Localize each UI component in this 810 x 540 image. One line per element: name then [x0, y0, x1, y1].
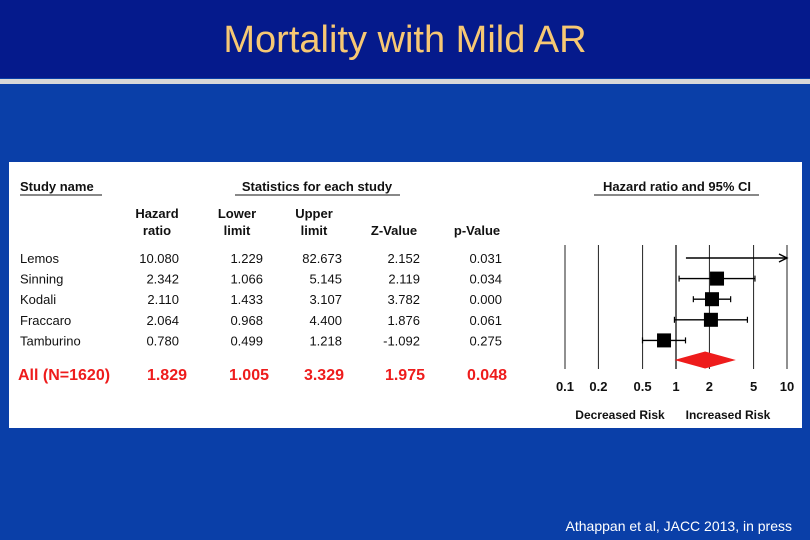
cell-lower: 0.968	[230, 313, 263, 328]
cell-upper: 82.673	[302, 251, 342, 266]
forest-plot-panel: Study name Statistics for each study Haz…	[9, 162, 802, 428]
hr-point	[710, 271, 725, 286]
header-lower-limit: limit	[224, 223, 251, 238]
x-tick-label: 5	[750, 379, 757, 394]
cell-z: 1.876	[387, 313, 420, 328]
study-name: Tamburino	[20, 333, 81, 348]
cell-upper: 4.400	[309, 313, 342, 328]
cell-hr: 10.080	[139, 251, 179, 266]
x-tick-label: 1	[672, 379, 679, 394]
cell-upper: 5.145	[309, 272, 342, 287]
cell-upper: 1.218	[309, 333, 342, 348]
header-upper-limit: limit	[301, 223, 328, 238]
cell-z: 3.782	[387, 292, 420, 307]
increased-risk-label: Increased Risk	[686, 408, 771, 422]
header-p-value: p-Value	[454, 223, 500, 238]
hr-point	[657, 333, 672, 348]
cell-p: 0.031	[469, 251, 502, 266]
ci-arrow	[778, 253, 789, 263]
header-upper: Upper	[295, 206, 333, 221]
cell-hr: 0.780	[146, 333, 179, 348]
cell-z: 2.152	[387, 251, 420, 266]
cell-p: 0.034	[469, 272, 502, 287]
summary-p: 0.048	[467, 367, 507, 384]
cell-hr: 2.064	[146, 313, 179, 328]
study-name: Lemos	[20, 251, 60, 266]
header-ratio: ratio	[143, 223, 171, 238]
x-tick-label: 10	[780, 379, 794, 394]
cell-lower: 1.229	[230, 251, 263, 266]
study-name: Fraccaro	[20, 313, 71, 328]
header-study-name: Study name	[20, 179, 94, 194]
slide-title: Mortality with Mild AR	[223, 19, 587, 61]
cell-lower: 0.499	[230, 333, 263, 348]
header-statistics: Statistics for each study	[242, 179, 393, 194]
summary-z: 1.975	[385, 367, 425, 384]
cell-p: 0.061	[469, 313, 502, 328]
summary-lower: 1.005	[229, 367, 269, 384]
cell-lower: 1.433	[230, 292, 263, 307]
x-tick-label: 2	[706, 379, 713, 394]
header-hazard: Hazard	[135, 206, 178, 221]
hr-point	[703, 312, 718, 327]
study-name: Sinning	[20, 272, 63, 287]
cell-p: 0.275	[469, 333, 502, 348]
study-rows: Lemos 10.080 1.229 82.673 2.152 0.031 Sinning 2…	[18, 251, 507, 384]
title-bar	[0, 0, 810, 78]
plot-title: Hazard ratio and 95% CI	[603, 179, 751, 194]
x-tick-label: 0.1	[556, 379, 574, 394]
cell-hr: 2.110	[147, 292, 179, 307]
x-tick-label: 0.5	[634, 379, 652, 394]
cell-upper: 3.107	[309, 292, 342, 307]
decreased-risk-label: Decreased Risk	[575, 408, 665, 422]
summary-hr: 1.829	[147, 367, 187, 384]
cell-lower: 1.066	[230, 272, 263, 287]
x-tick-label: 0.2	[589, 379, 607, 394]
summary-diamond	[674, 351, 736, 369]
header-lower: Lower	[218, 206, 256, 221]
title-divider	[0, 79, 810, 84]
study-name: Kodali	[20, 292, 56, 307]
cell-z: 2.119	[388, 272, 420, 287]
cell-z: -1.092	[383, 333, 420, 348]
citation: Athappan et al, JACC 2013, in press	[565, 518, 792, 534]
cell-hr: 2.342	[146, 272, 179, 287]
summary-name: All (N=1620)	[18, 367, 110, 384]
header-z-value: Z-Value	[371, 223, 417, 238]
hr-point	[704, 292, 719, 307]
cell-p: 0.000	[469, 292, 502, 307]
forest-plot: Study name Statistics for each study Haz…	[18, 179, 794, 422]
summary-upper: 3.329	[304, 367, 344, 384]
plot-area: 0.1 0.2 0.5 1 2 5 10 Decreased Risk Increased Ri…	[556, 245, 794, 422]
